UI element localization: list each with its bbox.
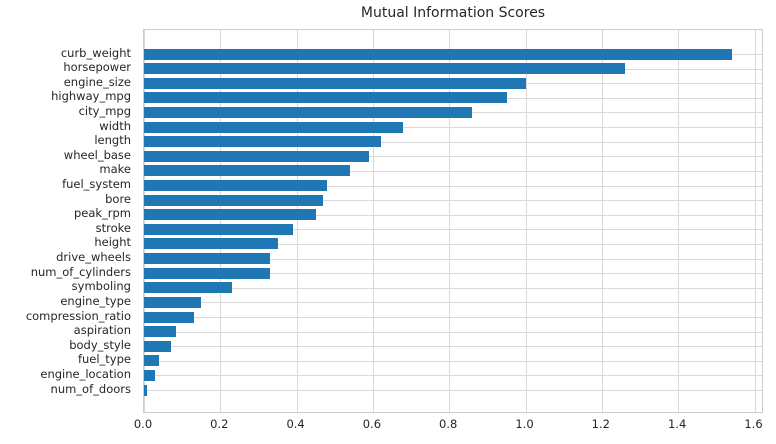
gridline-horizontal [144,302,762,304]
bar-peak_rpm [144,209,316,221]
bar-fuel_type [144,355,160,367]
y-tick-label: width [99,118,131,133]
y-tick-label: wheel_base [63,147,131,162]
bar-highway_mpg [144,92,507,104]
y-tick-label: drive_wheels [56,250,131,264]
y-tick-label: engine_type [60,293,131,308]
gridline-horizontal [144,346,762,348]
y-tick-label: curb_weight [60,45,131,60]
gridline-horizontal [144,200,762,202]
gridline-horizontal [144,360,762,362]
bar-height [144,238,278,250]
gridline-horizontal [144,214,762,216]
y-tick-label: fuel_type [77,352,131,367]
x-tick-label: 1.6 [744,417,763,431]
gridline-horizontal [144,390,762,391]
x-tick-label: 1.4 [668,417,687,431]
gridline-vertical [220,30,222,412]
y-tick-label: engine_location [40,366,131,381]
y-tick-label: body_style [69,337,131,352]
bar-layer [144,30,762,412]
bar-engine_location [144,369,156,381]
chart-title: Mutual Information Scores [360,5,546,21]
bar-make [144,165,350,177]
gridline-vertical [601,30,603,412]
bar-aspiration [144,326,177,338]
y-tick-label: length [94,133,131,148]
bar-bore [144,194,324,206]
bar-width [144,121,404,133]
bar-fuel_system [144,180,328,191]
gridline-vertical [144,30,145,412]
y-tick-label: aspiration [73,323,131,338]
y-tick-label: num_of_cylinders [30,264,131,279]
gridline-horizontal [144,258,762,260]
gridline-horizontal [144,287,762,289]
gridline-horizontal [144,317,762,318]
gridline-horizontal [144,243,762,245]
gridline-horizontal [144,375,762,377]
x-tick-label: 0.0 [133,417,153,431]
y-tick-label: symboling [71,279,131,294]
gridline-horizontal [144,229,762,231]
bar-drive_wheels [144,253,270,264]
gridline-vertical [296,30,298,412]
gridline-vertical [525,30,527,412]
y-tick-label: height [94,235,131,250]
gridline-vertical [449,30,451,412]
bar-num_of_doors [144,384,147,396]
plot-area [143,29,763,413]
x-tick-label: 0.6 [362,417,382,431]
gridline-horizontal [144,170,762,172]
bar-engine_type [144,296,202,308]
y-tick-label: city_mpg [78,103,131,118]
gridline-horizontal [144,141,762,143]
y-tick-label: make [99,162,131,177]
x-axis-tick-labels: 0.0 0.2 0.4 0.6 0.8 1.0 1.2 1.4 1.6 [0,417,776,437]
bar-city_mpg [144,106,473,118]
gridline-horizontal [144,273,762,275]
y-tick-label: horsepower [63,60,131,75]
x-tick-label: 0.8 [439,417,458,431]
y-axis-tick-labels: curb_weight horsepower engine_size highway_… [0,29,137,413]
gridline-vertical [678,30,680,412]
bar-compression_ratio [144,311,194,323]
gridline-horizontal [144,156,762,158]
y-tick-label: peak_rpm [73,206,131,221]
y-tick-label: highway_mpg [51,89,131,104]
bar-length [144,136,381,148]
gridline-horizontal [144,331,762,333]
bar-stroke [144,223,293,235]
y-tick-label: compression_ratio [25,308,131,323]
x-tick-label: 1.2 [591,417,610,431]
gridline-vertical [754,30,756,412]
bar-curb_weight [144,48,732,60]
bar-symboling [144,282,232,294]
bar-engine_size [144,77,526,89]
bar-wheel_base [144,150,370,162]
y-tick-label: engine_size [63,74,131,89]
bar-body_style [144,340,171,352]
y-tick-label: num_of_doors [50,381,131,396]
gridline-horizontal [144,185,762,187]
y-tick-label: bore [105,191,131,206]
bar-horsepower [144,63,625,75]
gridline-vertical [372,30,374,412]
x-tick-label: 1.0 [515,417,534,431]
bar-num_of_cylinders [144,267,270,279]
x-tick-label: 0.4 [286,417,305,431]
x-tick-label: 0.2 [210,417,229,431]
y-tick-label: fuel_system [62,177,131,191]
y-tick-label: stroke [95,220,131,235]
gridline-horizontal [144,127,762,128]
